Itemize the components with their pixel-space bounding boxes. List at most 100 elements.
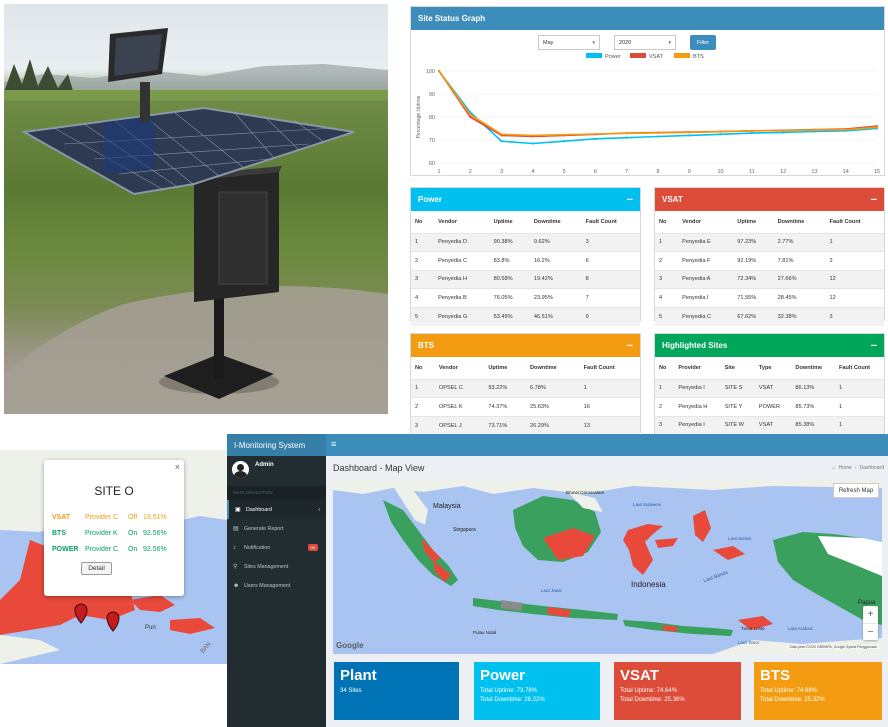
table-cell: 27.66% (773, 269, 826, 289)
popup-status: On (128, 530, 138, 537)
table-cell: 5 (411, 306, 435, 326)
map-label-malaysia: Malaysia (433, 503, 461, 510)
table-cell: 25.63% (526, 397, 580, 416)
table-cell: 6 (581, 251, 640, 270)
col-header: No (415, 364, 423, 371)
table-row: 1 OPSEL C 93.22% 6.78% 1 (411, 378, 640, 398)
refresh-map-button[interactable]: Refresh Map (833, 483, 879, 498)
table-cell: 85.73% (791, 397, 835, 416)
solar-panel-photo (4, 4, 388, 414)
x-tick-label: 4 (531, 169, 534, 175)
sidebar: Admin MAIN NAVIGATION ▣ Dashboard ‹ ▤ Ge… (227, 456, 326, 727)
table-cell: Penyedia A (678, 269, 734, 289)
table-header-row: No Vendor Uptime Downtime Fault Count (655, 211, 884, 233)
minimize-icon[interactable]: − (626, 339, 633, 352)
data-point (563, 140, 566, 143)
month-select[interactable]: May ▾ (538, 35, 600, 50)
menu-toggle-icon[interactable]: ≡ (331, 439, 337, 449)
table-cell: 3 (655, 415, 675, 435)
dashboard-icon: ▣ (235, 506, 241, 513)
table-cell: 7 (581, 288, 640, 307)
table-cell: Penyedia I (678, 288, 734, 307)
minimize-icon[interactable]: − (870, 339, 877, 352)
map-label-pulau-natal: Pulau Natal (473, 630, 497, 635)
table-row: 2 Penyedia C 83.8% 16.2% 6 (411, 251, 640, 270)
table-row: 1 Penyedia D 90.38% 9.62% 3 (411, 232, 640, 252)
bell-icon: ♪ (233, 544, 236, 551)
bts-tile[interactable]: BTS Total Uptime: 74.68% Total Downtime: … (754, 662, 882, 720)
y-axis-label: Percentage Uptime (416, 95, 422, 138)
col-header: Fault Count (829, 218, 861, 225)
data-point (688, 131, 691, 134)
table-cell: Penyedia C (434, 251, 490, 270)
legend-label: BTS (693, 54, 704, 60)
table-cell: 93.22% (484, 378, 526, 398)
power-tile[interactable]: Power Total Uptime: 73.78% Total Downtime… (474, 662, 600, 720)
table-cell: 16.2% (529, 251, 582, 270)
detail-button[interactable]: Detail (81, 562, 112, 575)
data-point (844, 128, 847, 131)
popup-provider: Provider K (85, 530, 118, 537)
tile-line: Total Uptime: 73.78% (480, 688, 538, 694)
table-cell: 2.77% (773, 232, 826, 252)
power-panel: Power − No Vendor Uptime Downtime Fault … (410, 187, 641, 326)
table-cell: Penyedia H (674, 397, 721, 416)
popup-status: On (128, 546, 138, 553)
table-cell: SITE W (720, 415, 755, 435)
year-value: 2020 (619, 39, 632, 46)
x-tick-label: 10 (718, 169, 724, 175)
filter-button[interactable]: Filter (690, 35, 716, 50)
tile-line: 34 Sites (340, 688, 362, 694)
table-cell: 86.13% (791, 378, 835, 398)
close-icon[interactable]: × (174, 462, 180, 472)
legend-label: VSAT (649, 54, 664, 60)
breadcrumb-separator: › (854, 465, 857, 471)
table-row: 1 Penyedia E 97.23% 2.77% 1 (655, 232, 884, 252)
table-cell: SITE S (720, 378, 755, 398)
sidebar-item-dashboard[interactable]: ▣ Dashboard ‹ (227, 500, 326, 519)
table-cell: 8 (581, 269, 640, 289)
table-cell: 97.23% (733, 232, 774, 252)
table-cell: Penyedia I (674, 415, 721, 435)
data-point (625, 132, 628, 135)
map-label-laut-sulawesi: Laut Sulawesi (633, 502, 662, 507)
table-cell: 74.37% (484, 397, 526, 416)
table-cell: Penyedia H (434, 269, 490, 289)
google-logo: Google (336, 641, 364, 650)
zoom-in-button[interactable]: + (867, 609, 874, 620)
sidebar-item-users-management[interactable]: ☻ Users Management (227, 576, 326, 595)
table-cell: 23.95% (529, 288, 582, 307)
vsat-tile[interactable]: VSAT Total Uptime: 74.64% Total Downtime:… (614, 662, 741, 720)
table-cell: 2 (655, 397, 675, 416)
series-line (438, 70, 878, 138)
zoom-out-button[interactable]: − (863, 623, 878, 640)
year-select[interactable]: 2020 ▾ (614, 35, 676, 50)
table-cell: 1 (834, 397, 884, 416)
popup-value: 92.56% (143, 530, 167, 537)
popup-row: BTS Provider K On 92.56% (52, 526, 167, 542)
col-header: Vendor (438, 218, 458, 225)
col-header: Provider (678, 364, 702, 371)
table-cell: 16 (579, 397, 640, 416)
tile-line: Total Uptime: 74.64% (620, 688, 678, 694)
sidebar-item-generate-report[interactable]: ▤ Generate Report (227, 519, 326, 538)
breadcrumb-home[interactable]: Home (838, 465, 852, 471)
x-tick-label: 2 (469, 169, 472, 175)
sidebar-item-sites-management[interactable]: ⚲ Sites Management (227, 557, 326, 576)
data-point (750, 129, 753, 133)
breadcrumb: ⌂ Home › Dashboard (832, 465, 884, 471)
power-panel-header: Power − (411, 188, 640, 211)
indonesia-map[interactable]: Malaysia Singapura Brunei Darussalam Lau… (333, 480, 882, 654)
minimize-icon[interactable]: − (626, 193, 633, 206)
sidebar-item-notification[interactable]: ♪ Notification 99 (227, 538, 326, 557)
table-cell: 6.78% (526, 378, 580, 398)
bts-title: BTS (418, 341, 434, 350)
plant-tile[interactable]: Plant 34 Sites (334, 662, 459, 720)
col-header: Downtime (533, 218, 561, 225)
table-cell: Penyedia E (678, 232, 734, 252)
x-tick-label: 1 (437, 169, 440, 175)
minimize-icon[interactable]: − (870, 193, 877, 206)
table-row: 2 Penyedia H SITE Y POWER 85.73% 1 (655, 397, 884, 416)
app-brand[interactable]: I-Monitoring System (227, 434, 326, 456)
